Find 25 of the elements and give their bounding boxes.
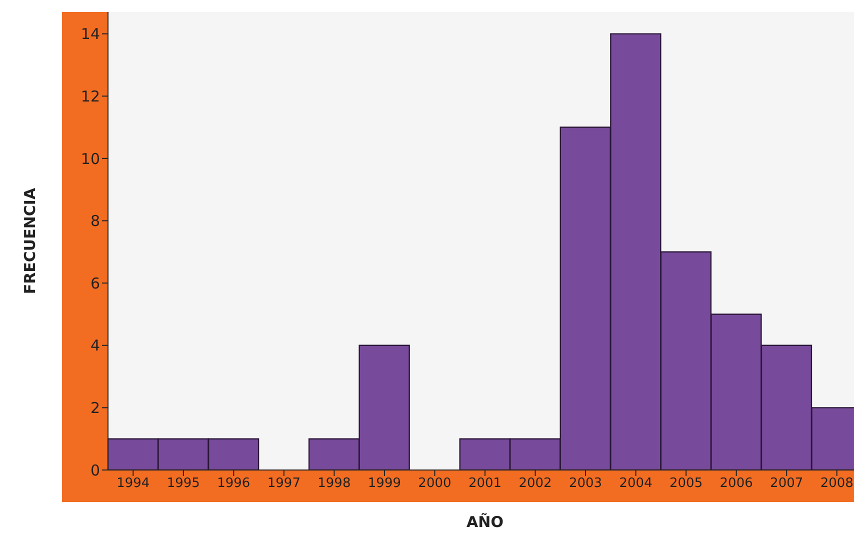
y-tick-label: 0	[90, 461, 100, 480]
x-tick-label: 2004	[619, 476, 652, 492]
x-tick-label: 2008	[820, 476, 854, 492]
y-tick-label: 6	[90, 274, 100, 292]
x-tick-label: 1995	[166, 476, 200, 492]
y-tick-label: 14	[80, 25, 100, 44]
x-axis-title: AÑO	[466, 513, 504, 531]
x-tick-label: 1999	[368, 476, 402, 492]
x-tick-label: 2005	[670, 476, 703, 492]
y-tick-label: 8	[90, 212, 100, 230]
x-tick-label: 1997	[267, 476, 300, 492]
x-tick-label: 2006	[720, 476, 753, 492]
y-tick-label: 12	[80, 87, 100, 106]
x-tick-label: 1998	[318, 476, 351, 492]
y-tick-label: 10	[80, 150, 100, 168]
x-tick-label: 2002	[518, 476, 552, 492]
x-tick-label: 2007	[770, 476, 804, 492]
x-tick-label: 2003	[568, 476, 602, 492]
x-tick-label: 1996	[217, 476, 250, 492]
x-tick-label: 2001	[468, 476, 502, 492]
y-tick-label: 2	[90, 399, 100, 418]
y-axis-title: FRECUENCIA	[21, 188, 39, 294]
x-tick-label: 1994	[116, 476, 150, 492]
x-tick-label: 2000	[418, 476, 452, 492]
y-tick-label: 4	[90, 336, 100, 355]
